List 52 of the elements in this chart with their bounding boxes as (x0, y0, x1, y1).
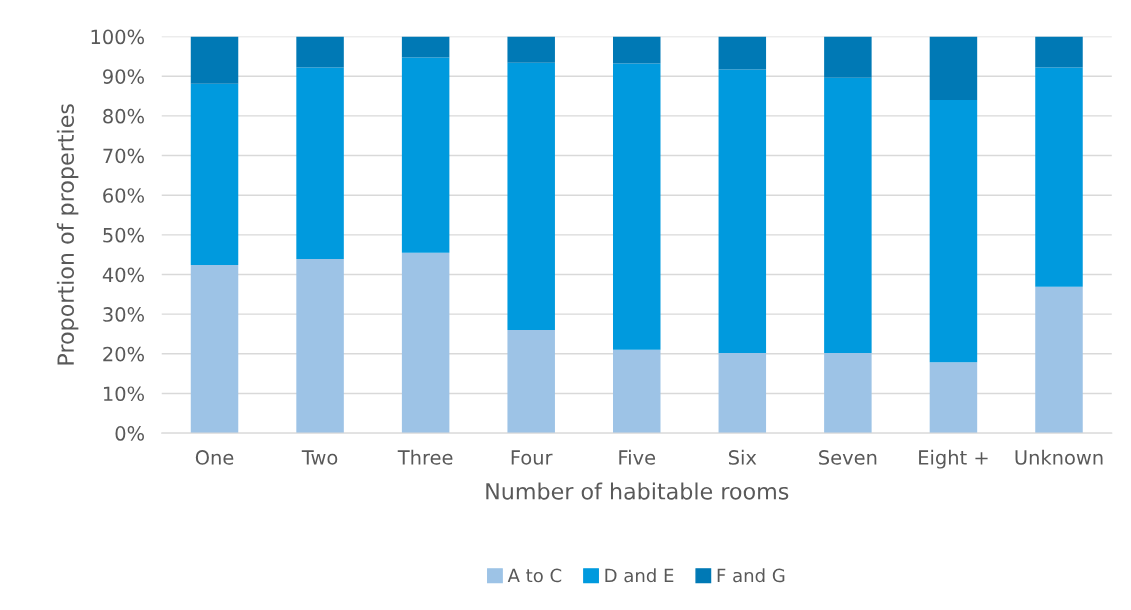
x-tick-label: Unknown (1015, 449, 1103, 465)
bar (718, 353, 767, 434)
bar (824, 36, 872, 78)
y-tick-label: 50% (103, 227, 144, 243)
bar (1035, 67, 1083, 287)
bar (190, 83, 239, 265)
y-axis-title: Proportion of properties (56, 104, 79, 365)
bar (190, 36, 239, 84)
x-tick-label: Four (511, 450, 553, 465)
bar (401, 57, 450, 253)
bar (401, 36, 450, 58)
bar (718, 69, 767, 354)
bar (613, 36, 661, 64)
bar (190, 264, 239, 434)
y-tick-label: 0% (115, 426, 144, 441)
y-tick-label: 10% (103, 386, 144, 402)
bar (507, 330, 555, 434)
bar (929, 36, 978, 101)
y-tick-label: 70% (103, 148, 144, 164)
bar (613, 63, 661, 350)
bar (507, 62, 555, 331)
y-tick-label: 80% (103, 108, 144, 124)
bar (824, 353, 872, 434)
x-tick-label: Six (728, 449, 757, 465)
legend-label: A to C (507, 568, 562, 583)
bar (1035, 286, 1083, 434)
bar (929, 100, 978, 363)
legend-label: F and G (717, 568, 785, 583)
x-axis-title: Number of habitable rooms (486, 482, 789, 500)
bar (718, 36, 767, 70)
y-tick-label: 20% (103, 346, 144, 362)
bar (296, 36, 344, 68)
y-tick-label: 100% (91, 29, 144, 45)
x-tick-label: Three (397, 449, 453, 465)
x-tick-label: Two (301, 450, 338, 465)
x-tick-label: Seven (819, 450, 877, 465)
y-tick-label: 40% (102, 267, 144, 283)
bar (507, 36, 555, 63)
x-tick-label: Five (619, 449, 656, 465)
bar (929, 362, 978, 434)
bar (296, 67, 344, 260)
bar (613, 349, 661, 434)
x-tick-label: Eight + (919, 449, 988, 469)
y-tick-label: 60% (103, 188, 144, 203)
bar (401, 252, 450, 434)
legend-label: D and E (605, 568, 674, 583)
bar (296, 259, 344, 434)
x-tick-label: One (195, 450, 234, 465)
bar (1035, 36, 1083, 68)
y-tick-label: 30% (103, 307, 144, 322)
bar (824, 77, 872, 354)
y-tick-label: 90% (103, 69, 144, 84)
